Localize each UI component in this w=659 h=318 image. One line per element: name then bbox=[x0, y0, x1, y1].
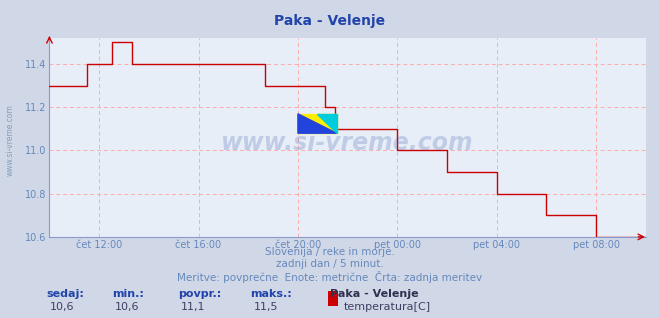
Text: Paka - Velenje: Paka - Velenje bbox=[330, 289, 418, 299]
Bar bbox=[298, 114, 337, 133]
Text: www.si-vreme.com: www.si-vreme.com bbox=[221, 132, 474, 156]
Polygon shape bbox=[317, 114, 337, 133]
Text: 10,6: 10,6 bbox=[49, 302, 74, 312]
Text: povpr.:: povpr.: bbox=[178, 289, 221, 299]
Text: Slovenija / reke in morje.: Slovenija / reke in morje. bbox=[264, 247, 395, 257]
Text: sedaj:: sedaj: bbox=[46, 289, 84, 299]
Text: Meritve: povprečne  Enote: metrične  Črta: zadnja meritev: Meritve: povprečne Enote: metrične Črta:… bbox=[177, 271, 482, 283]
Text: www.si-vreme.com: www.si-vreme.com bbox=[5, 104, 14, 176]
Text: zadnji dan / 5 minut.: zadnji dan / 5 minut. bbox=[275, 259, 384, 269]
Text: 10,6: 10,6 bbox=[115, 302, 140, 312]
Text: maks.:: maks.: bbox=[250, 289, 292, 299]
Text: Paka - Velenje: Paka - Velenje bbox=[274, 14, 385, 28]
Text: min.:: min.: bbox=[112, 289, 144, 299]
Text: 11,5: 11,5 bbox=[254, 302, 278, 312]
Text: 11,1: 11,1 bbox=[181, 302, 206, 312]
Polygon shape bbox=[298, 114, 337, 133]
Text: temperatura[C]: temperatura[C] bbox=[344, 302, 431, 312]
